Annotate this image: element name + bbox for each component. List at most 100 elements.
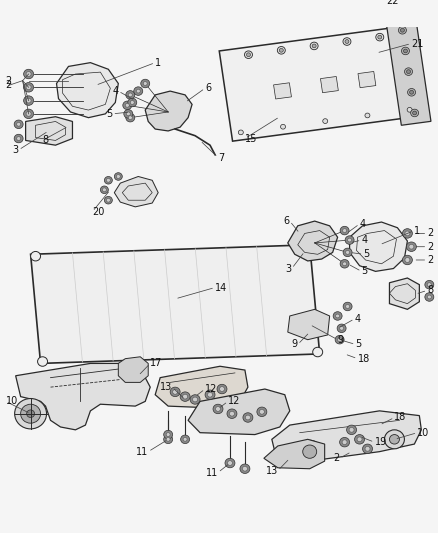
Text: 10: 10 xyxy=(417,427,430,438)
Polygon shape xyxy=(16,364,150,430)
Circle shape xyxy=(257,407,267,417)
Text: 3: 3 xyxy=(13,145,19,155)
Circle shape xyxy=(215,407,220,411)
Circle shape xyxy=(141,79,150,88)
Circle shape xyxy=(208,392,212,397)
Circle shape xyxy=(259,409,265,414)
Circle shape xyxy=(337,324,346,333)
Circle shape xyxy=(403,49,407,53)
Text: 18: 18 xyxy=(357,354,370,364)
Text: 13: 13 xyxy=(160,382,172,392)
Text: 12: 12 xyxy=(228,397,240,406)
Text: 20: 20 xyxy=(92,207,105,216)
Circle shape xyxy=(24,109,34,119)
Text: 19: 19 xyxy=(374,437,387,447)
Text: 15: 15 xyxy=(245,134,257,143)
Circle shape xyxy=(365,447,370,451)
Circle shape xyxy=(183,438,187,441)
Circle shape xyxy=(399,27,406,34)
Text: 5: 5 xyxy=(106,109,112,119)
Polygon shape xyxy=(145,91,192,131)
Circle shape xyxy=(143,82,147,85)
Circle shape xyxy=(365,113,370,118)
Circle shape xyxy=(343,12,353,22)
Text: 4: 4 xyxy=(361,235,367,245)
Text: 3: 3 xyxy=(286,263,292,273)
Circle shape xyxy=(240,464,250,473)
Circle shape xyxy=(27,410,35,417)
Circle shape xyxy=(413,111,417,115)
Circle shape xyxy=(343,229,346,232)
Text: 17: 17 xyxy=(150,358,162,368)
Text: 2: 2 xyxy=(333,453,339,463)
Circle shape xyxy=(405,68,413,75)
Circle shape xyxy=(339,438,350,447)
Polygon shape xyxy=(321,77,338,93)
Circle shape xyxy=(348,238,352,242)
Text: 1: 1 xyxy=(414,225,420,236)
Circle shape xyxy=(227,409,237,418)
Circle shape xyxy=(183,394,187,399)
Text: 5: 5 xyxy=(356,340,362,350)
Circle shape xyxy=(180,435,190,443)
Circle shape xyxy=(346,425,357,434)
Circle shape xyxy=(117,175,120,179)
Circle shape xyxy=(24,69,34,79)
Circle shape xyxy=(180,392,190,401)
Circle shape xyxy=(24,96,34,106)
Circle shape xyxy=(193,397,198,402)
Polygon shape xyxy=(25,117,72,145)
Text: 4: 4 xyxy=(355,314,361,324)
Circle shape xyxy=(219,386,225,391)
Circle shape xyxy=(213,404,223,414)
Circle shape xyxy=(355,434,364,444)
Circle shape xyxy=(346,251,350,254)
Polygon shape xyxy=(389,278,419,309)
Text: 2: 2 xyxy=(427,255,434,265)
Text: 2: 2 xyxy=(427,229,434,238)
Circle shape xyxy=(104,197,112,204)
Text: 5: 5 xyxy=(364,249,370,259)
Circle shape xyxy=(405,257,410,262)
Circle shape xyxy=(173,390,178,394)
Circle shape xyxy=(128,93,132,97)
Circle shape xyxy=(400,28,404,32)
Polygon shape xyxy=(358,71,376,88)
Circle shape xyxy=(385,430,404,449)
Circle shape xyxy=(128,98,137,107)
Circle shape xyxy=(134,87,143,95)
Circle shape xyxy=(38,357,48,366)
Circle shape xyxy=(303,242,313,252)
Circle shape xyxy=(403,255,413,265)
Polygon shape xyxy=(264,439,325,469)
Text: 2: 2 xyxy=(6,76,12,86)
Text: 2: 2 xyxy=(427,241,434,252)
Circle shape xyxy=(125,103,129,107)
Text: 7: 7 xyxy=(218,152,224,163)
Circle shape xyxy=(402,47,410,55)
Circle shape xyxy=(100,186,108,193)
Circle shape xyxy=(405,231,410,236)
Circle shape xyxy=(17,136,21,140)
Circle shape xyxy=(346,304,350,309)
Circle shape xyxy=(336,314,339,318)
Circle shape xyxy=(312,44,316,48)
Circle shape xyxy=(247,53,251,56)
Circle shape xyxy=(238,130,244,135)
Circle shape xyxy=(339,326,343,330)
Circle shape xyxy=(427,295,431,299)
Circle shape xyxy=(425,293,434,301)
Polygon shape xyxy=(155,366,248,408)
Polygon shape xyxy=(188,389,290,434)
Circle shape xyxy=(280,124,286,129)
Circle shape xyxy=(376,34,384,41)
Circle shape xyxy=(277,46,285,54)
Circle shape xyxy=(230,411,234,416)
Circle shape xyxy=(310,42,318,50)
Circle shape xyxy=(26,98,31,103)
Circle shape xyxy=(323,119,328,124)
Circle shape xyxy=(411,109,419,117)
Circle shape xyxy=(114,173,122,180)
Text: 22: 22 xyxy=(386,0,399,6)
Circle shape xyxy=(343,248,352,257)
